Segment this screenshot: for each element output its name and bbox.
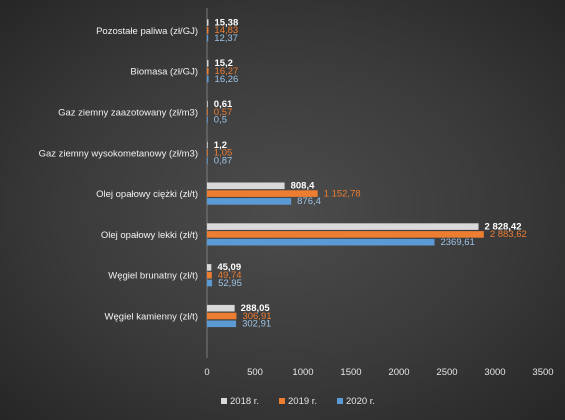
- bar-2018-r-gaz-ziemny-zaazotowany-zl-m3: [207, 100, 208, 108]
- bar-2019-r-wegiel-brunatny-zl-t: [207, 271, 212, 279]
- bar-2020-r-wegiel-brunatny-zl-t: [207, 279, 213, 287]
- bar-2019-r-biomasa-zl-gj: [207, 67, 209, 75]
- legend-swatch-2019-r: [279, 398, 285, 404]
- data-label-2018-r-gaz-ziemny-zaazotowany-zl-m3: 0,61: [214, 99, 233, 110]
- bar-2018-r-biomasa-zl-gj: [207, 60, 209, 67]
- data-label-2018-r-wegiel-brunatny-zl-t: 45,09: [217, 262, 241, 273]
- category-label-biomasa-zl-gj: Biomasa (zł/GJ): [130, 67, 198, 78]
- data-label-2020-r-biomasa-zl-gj: 16,26: [215, 74, 239, 85]
- category-label-pozostale-paliwa-zl-gj: Pozostałe paliwa (zł/GJ): [96, 26, 198, 37]
- bar-2018-r-wegiel-brunatny-zl-t: [207, 264, 212, 271]
- data-label-2020-r-gaz-ziemny-zaazotowany-zl-m3: 0,5: [214, 115, 227, 126]
- bar-2019-r-gaz-ziemny-zaazotowany-zl-m3: [207, 108, 208, 116]
- legend-swatch-2020-r: [337, 398, 343, 404]
- legend-label-2020-r: 2020 r.: [346, 396, 375, 407]
- bar-2020-r-wegiel-kamienny-zl-t: [207, 320, 237, 328]
- data-label-2019-r-wegiel-kamienny-zl-t: 306,91: [242, 311, 271, 322]
- data-label-2020-r-pozostale-paliwa-zl-gj: 12,37: [214, 33, 238, 44]
- bar-2019-r-olej-opalowy-lekki-zl-t: [207, 231, 484, 238]
- bar-2018-r-olej-opalowy-ciezki-zl-t: [207, 182, 285, 190]
- bar-2020-r-olej-opalowy-lekki-zl-t: [207, 238, 435, 246]
- data-label-2018-r-biomasa-zl-gj: 15,2: [214, 58, 233, 69]
- bar-2019-r-gaz-ziemny-wysokometanowy-zl-m3: [207, 149, 208, 157]
- data-label-2019-r-olej-opalowy-ciezki-zl-t: 1 152,78: [324, 188, 361, 199]
- data-label-2019-r-gaz-ziemny-wysokometanowy-zl-m3: 1,05: [214, 148, 233, 159]
- x-tick-label: 500: [247, 367, 263, 378]
- x-tick-label: 1000: [292, 367, 313, 378]
- category-label-olej-opalowy-ciezki-zl-t: Olej opałowy ciężki (zł/t): [96, 189, 198, 200]
- legend-label-2019-r: 2019 r.: [288, 396, 317, 407]
- data-label-2020-r-gaz-ziemny-wysokometanowy-zl-m3: 0,87: [214, 155, 233, 166]
- bar-2018-r-pozostale-paliwa-zl-gj: [207, 19, 209, 26]
- data-label-2019-r-gaz-ziemny-zaazotowany-zl-m3: 0,57: [214, 107, 233, 118]
- category-label-wegiel-brunatny-zl-t: Węgiel brunatny (zł/t): [108, 271, 198, 282]
- bar-2019-r-wegiel-kamienny-zl-t: [207, 312, 237, 320]
- category-label-gaz-ziemny-zaazotowany-zl-m3: Gaz ziemny zaazotowany (zł/m3): [58, 108, 198, 119]
- x-tick-label: 3500: [532, 367, 553, 378]
- bar-2018-r-wegiel-kamienny-zl-t: [207, 304, 235, 312]
- bar-2018-r-olej-opalowy-lekki-zl-t: [207, 223, 479, 230]
- data-label-2019-r-biomasa-zl-gj: 16,27: [215, 66, 239, 77]
- data-label-2019-r-wegiel-brunatny-zl-t: 49,74: [218, 270, 242, 281]
- legend-label-2018-r: 2018 r.: [230, 396, 259, 407]
- legend-swatch-2018-r: [221, 398, 227, 404]
- data-label-2019-r-olej-opalowy-lekki-zl-t: 2 883,62: [490, 229, 527, 240]
- x-tick-label: 2000: [388, 367, 409, 378]
- bar-2020-r-pozostale-paliwa-zl-gj: [207, 34, 209, 42]
- x-tick-label: 1500: [340, 367, 361, 378]
- data-label-2018-r-wegiel-kamienny-zl-t: 288,05: [241, 303, 271, 314]
- data-label-2018-r-gaz-ziemny-wysokometanowy-zl-m3: 1,2: [214, 140, 227, 151]
- data-label-2018-r-olej-opalowy-ciezki-zl-t: 808,4: [291, 181, 315, 192]
- x-tick-label: 3000: [484, 367, 505, 378]
- bar-2020-r-olej-opalowy-ciezki-zl-t: [207, 198, 292, 205]
- bar-2020-r-gaz-ziemny-wysokometanowy-zl-m3: [207, 157, 208, 164]
- data-label-2018-r-pozostale-paliwa-zl-gj: 15,38: [214, 17, 238, 28]
- bar-2020-r-gaz-ziemny-zaazotowany-zl-m3: [207, 116, 208, 124]
- data-label-2018-r-olej-opalowy-lekki-zl-t: 2 828,42: [485, 221, 522, 232]
- category-label-olej-opalowy-lekki-zl-t: Olej opałowy lekki (zł/t): [101, 230, 198, 241]
- x-tick-label: 2500: [436, 367, 457, 378]
- bar-2018-r-gaz-ziemny-wysokometanowy-zl-m3: [207, 141, 208, 149]
- x-tick-label: 0: [204, 367, 209, 378]
- category-label-gaz-ziemny-wysokometanowy-zl-m3: Gaz ziemny wysokometanowy (zł/m3): [39, 148, 198, 159]
- category-label-wegiel-kamienny-zl-t: Węgiel kamienny (zł/t): [105, 312, 198, 323]
- data-label-2020-r-wegiel-brunatny-zl-t: 52,95: [218, 278, 242, 289]
- bar-2019-r-olej-opalowy-ciezki-zl-t: [207, 190, 318, 197]
- bar-2019-r-pozostale-paliwa-zl-gj: [207, 27, 209, 34]
- bar-2020-r-biomasa-zl-gj: [207, 75, 209, 83]
- data-label-2019-r-pozostale-paliwa-zl-gj: 14,83: [214, 25, 238, 36]
- data-label-2020-r-olej-opalowy-lekki-zl-t: 2369,61: [440, 237, 474, 248]
- data-label-2020-r-wegiel-kamienny-zl-t: 302,91: [242, 319, 271, 330]
- data-label-2020-r-olej-opalowy-ciezki-zl-t: 876,4: [297, 196, 321, 207]
